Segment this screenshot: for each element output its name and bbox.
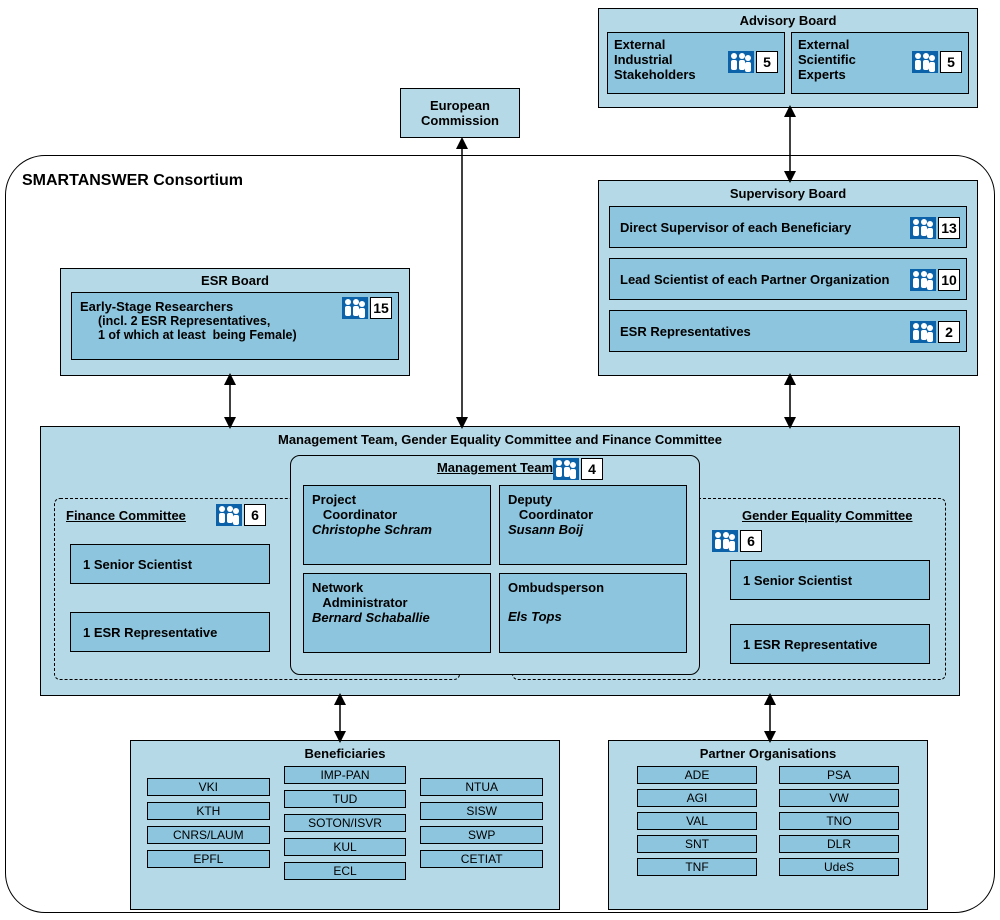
- finance-row-1: 1 ESR Representative: [70, 612, 270, 652]
- mgmt-role-0: Project Coordinator Christophe Schram: [303, 485, 491, 565]
- people-icon: [216, 504, 242, 526]
- gender-count: 6: [740, 530, 762, 552]
- beneficiary-c2-2: SOTON/ISVR: [284, 814, 407, 832]
- advisory-item-0: External Industrial Stakeholders 5: [607, 32, 785, 94]
- supervisory-row-2-badge: 2: [910, 321, 960, 343]
- partner-c2-2: TNO: [779, 812, 899, 830]
- mgmt-role-0-name: Christophe Schram: [312, 522, 482, 537]
- finance-row-0: 1 Senior Scientist: [70, 544, 270, 584]
- advisory-item-0-count: 5: [756, 51, 778, 73]
- european-commission-box: European Commission: [400, 88, 520, 138]
- partner-c1-3: SNT: [637, 835, 757, 853]
- mgmt-team-title: Management Team: [437, 460, 553, 475]
- people-icon: [910, 321, 936, 343]
- esr-board-title: ESR Board: [61, 269, 409, 292]
- gender-row-0: 1 Senior Scientist: [730, 560, 930, 600]
- beneficiary-c3-3: CETIAT: [420, 850, 543, 868]
- partner-c1-1: AGI: [637, 789, 757, 807]
- advisory-board-box: Advisory Board External Industrial Stake…: [598, 8, 978, 108]
- partner-c2-1: VW: [779, 789, 899, 807]
- mgmt-role-3-name: Els Tops: [508, 609, 678, 624]
- beneficiaries-box: Beneficiaries VKI KTH CNRS/LAUM EPFL IMP-PA…: [130, 740, 560, 910]
- beneficiary-c3-2: SWP: [420, 826, 543, 844]
- people-icon: [728, 51, 754, 73]
- people-icon: [910, 269, 936, 291]
- mgmt-team-badge: 4: [553, 458, 603, 480]
- beneficiary-c2-3: KUL: [284, 838, 407, 856]
- partner-c2-4: UdeS: [779, 858, 899, 876]
- supervisory-board-box: Supervisory Board Direct Supervisor of e…: [598, 180, 978, 376]
- beneficiary-c2-4: ECL: [284, 862, 407, 880]
- supervisory-row-0: Direct Supervisor of each Beneficiary13: [609, 206, 967, 248]
- mgmt-role-2-name: Bernard Schaballie: [312, 610, 482, 625]
- beneficiary-c3-1: SISW: [420, 802, 543, 820]
- beneficiary-c2-1: TUD: [284, 790, 407, 808]
- finance-title: Finance Committee: [66, 508, 186, 523]
- supervisory-row-0-count: 13: [938, 217, 960, 239]
- mgmt-team-box: Management Team 4 Project Coordinator Ch…: [290, 455, 700, 675]
- mgmt-role-2-role: Network Administrator: [312, 580, 482, 610]
- beneficiary-c2-0: IMP-PAN: [284, 766, 407, 784]
- advisory-item-0-badge: 5: [728, 51, 778, 73]
- esr-board-box: ESR Board Early-Stage Researchers (incl.…: [60, 268, 410, 376]
- gender-row-1: 1 ESR Representative: [730, 624, 930, 664]
- partner-c1-4: TNF: [637, 858, 757, 876]
- gender-title: Gender Equality Committee: [742, 508, 912, 523]
- people-icon: [553, 458, 579, 480]
- beneficiary-col1-3: EPFL: [147, 850, 270, 868]
- partner-c2-3: DLR: [779, 835, 899, 853]
- mgmt-role-2: Network Administrator Bernard Schaballie: [303, 573, 491, 653]
- mgmt-team-count: 4: [581, 458, 603, 480]
- supervisory-row-1-count: 10: [938, 269, 960, 291]
- mgmt-role-1-name: Susann Boij: [508, 522, 678, 537]
- esr-board-badge: 15: [342, 297, 392, 319]
- partner-c1-2: VAL: [637, 812, 757, 830]
- mgmt-role-3: Ombudsperson Els Tops: [499, 573, 687, 653]
- beneficiary-col1-1: KTH: [147, 802, 270, 820]
- people-icon: [910, 217, 936, 239]
- advisory-item-1-badge: 5: [912, 51, 962, 73]
- supervisory-board-title: Supervisory Board: [599, 181, 977, 206]
- people-icon: [712, 530, 738, 552]
- mgmt-role-0-role: Project Coordinator: [312, 492, 482, 522]
- advisory-board-title: Advisory Board: [599, 9, 977, 32]
- beneficiary-c3-0: NTUA: [420, 778, 543, 796]
- beneficiary-col1-2: CNRS/LAUM: [147, 826, 270, 844]
- people-icon: [912, 51, 938, 73]
- mgmt-role-1: Deputy Coordinator Susann Boij: [499, 485, 687, 565]
- consortium-title: SMARTANSWER Consortium: [22, 172, 243, 190]
- partners-box: Partner Organisations ADE AGI VAL SNT TNF PS…: [608, 740, 928, 910]
- supervisory-row-1: Lead Scientist of each Partner Organizat…: [609, 258, 967, 300]
- supervisory-row-1-badge: 10: [910, 269, 960, 291]
- mgmt-container-title: Management Team, Gender Equality Committ…: [41, 427, 959, 452]
- advisory-item-1-count: 5: [940, 51, 962, 73]
- esr-board-count: 15: [370, 297, 392, 319]
- supervisory-row-0-badge: 13: [910, 217, 960, 239]
- mgmt-role-1-role: Deputy Coordinator: [508, 492, 678, 522]
- european-commission-title: European Commission: [421, 98, 499, 128]
- advisory-item-1: External Scientific Experts 5: [791, 32, 969, 94]
- supervisory-row-2-count: 2: [938, 321, 960, 343]
- finance-count: 6: [244, 504, 266, 526]
- finance-badge: 6: [216, 504, 266, 526]
- partner-c1-0: ADE: [637, 766, 757, 784]
- beneficiaries-title: Beneficiaries: [131, 741, 559, 766]
- supervisory-row-2: ESR Representatives2: [609, 310, 967, 352]
- mgmt-role-3-role: Ombudsperson: [508, 580, 678, 595]
- partners-title: Partner Organisations: [609, 741, 927, 766]
- partner-c2-0: PSA: [779, 766, 899, 784]
- beneficiary-col1-0: VKI: [147, 778, 270, 796]
- esr-board-inner: Early-Stage Researchers (incl. 2 ESR Rep…: [71, 292, 399, 360]
- people-icon: [342, 297, 368, 319]
- gender-badge: 6: [712, 530, 762, 552]
